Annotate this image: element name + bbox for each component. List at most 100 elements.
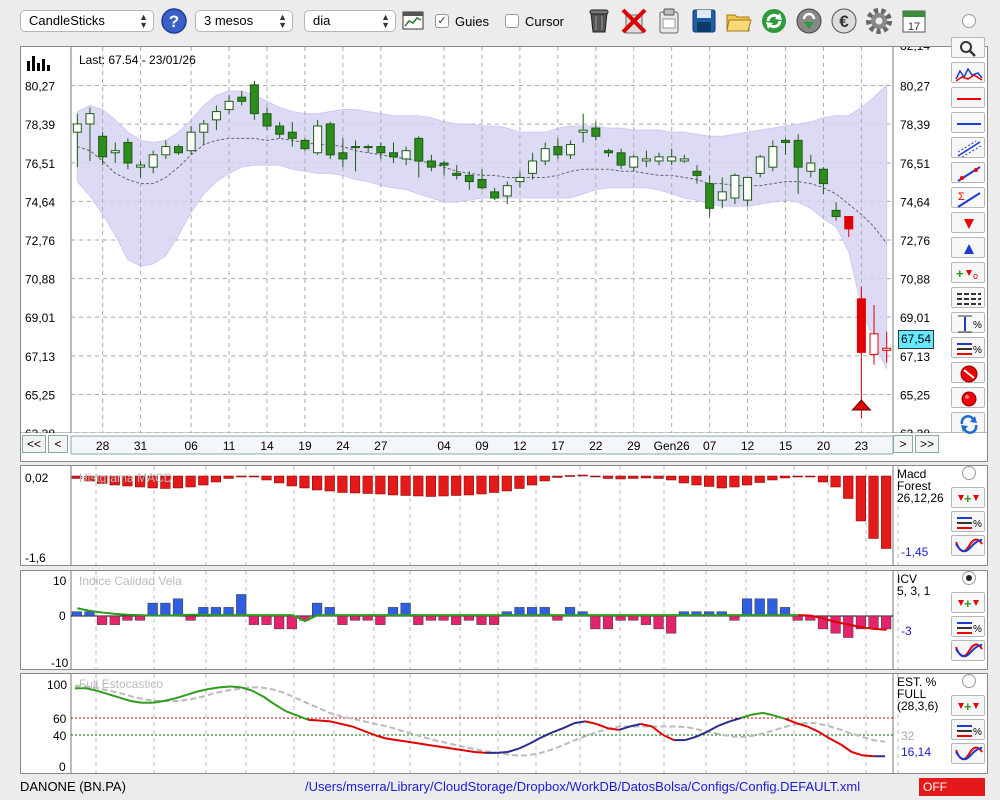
stoch-buy-sell-signals-button[interactable]: + — [951, 695, 985, 716]
macd-bar — [84, 475, 95, 482]
candle-body — [338, 152, 348, 160]
icv-bar — [602, 615, 614, 630]
nav-first-button[interactable]: << — [22, 435, 46, 453]
macd-bar — [97, 475, 108, 484]
bar-chart-icon[interactable] — [27, 53, 55, 73]
save-icon[interactable] — [690, 7, 718, 35]
x-tick-label: Gen26 — [654, 439, 690, 453]
stoch-k-segment — [241, 686, 253, 692]
sync-button[interactable] — [951, 412, 985, 434]
y-tick-label-right: 72,76 — [900, 234, 930, 248]
stoch-k-segment — [474, 751, 486, 754]
stoch-k-segment — [574, 720, 586, 725]
stoch-k-segment — [751, 711, 764, 716]
indicators-button[interactable] — [951, 62, 985, 83]
grid-button[interactable] — [951, 287, 985, 308]
chart-type-select[interactable]: CandleSticks ▲ ▼ — [20, 10, 154, 32]
macd-bar — [147, 475, 158, 489]
macd-buy-sell-signals-button[interactable]: + — [951, 487, 985, 508]
record-button[interactable] — [951, 387, 985, 408]
stop-button[interactable] — [951, 362, 985, 383]
y-tick-label-left: 76,51 — [25, 157, 55, 171]
macd-bar — [248, 475, 259, 478]
y-tick-label-top: 82,14 — [900, 47, 930, 53]
stoch-k-segment — [352, 725, 364, 732]
nav-last-button[interactable]: >> — [915, 435, 939, 453]
candle-body — [667, 156, 677, 162]
stoch-k-segment — [152, 700, 164, 704]
trash-icon[interactable] — [585, 7, 613, 35]
percent-lines-button[interactable]: % — [951, 337, 985, 358]
nav-prev-label: < — [54, 437, 62, 451]
stoch-k-segment — [363, 729, 375, 736]
macd-bar — [400, 475, 411, 496]
channel-button[interactable] — [951, 137, 985, 158]
panel-radio-icv[interactable] — [962, 571, 976, 585]
macd-bar — [602, 475, 614, 479]
icv-bar — [628, 615, 639, 621]
stoch-k-segment — [518, 742, 531, 750]
candle-body — [199, 123, 209, 133]
panel-radio-stoch[interactable] — [962, 674, 976, 688]
macd-percent-lines-button[interactable]: % — [951, 511, 985, 532]
macd-bar — [843, 475, 854, 499]
macd-bar — [653, 475, 664, 479]
calendar-icon[interactable]: 17 — [900, 7, 928, 35]
candle-body — [781, 139, 791, 143]
period-select[interactable]: 3 mesos ▲ ▼ — [195, 10, 293, 32]
icv-legend-line: ICV — [897, 572, 917, 586]
folder-icon[interactable] — [725, 7, 753, 35]
delete-icon[interactable] — [620, 7, 648, 35]
nav-next-button[interactable]: > — [893, 435, 913, 453]
svg-text:%: % — [973, 519, 982, 530]
svg-text:%: % — [973, 727, 982, 738]
icv-bar — [767, 598, 778, 617]
icv-bar — [640, 615, 651, 625]
icv-percent-lines-button[interactable]: % — [951, 616, 985, 637]
icv-oscillator-button[interactable] — [951, 640, 985, 661]
nav-prev-button[interactable]: < — [48, 435, 68, 453]
download-icon[interactable] — [795, 7, 823, 35]
sell-arrow-button[interactable] — [951, 212, 985, 233]
icv-bar — [754, 598, 765, 617]
x-tick-label: 15 — [779, 439, 793, 453]
stoch-k-segment — [529, 736, 542, 745]
off-badge[interactable]: OFF — [919, 778, 985, 796]
refresh-icon[interactable] — [760, 7, 788, 35]
horizontal-line-button[interactable] — [951, 87, 985, 108]
candle-body — [363, 146, 373, 149]
config-path-link[interactable]: /Users/mserra/Library/CloudStorage/Dropb… — [305, 779, 861, 794]
icv-panel: Indice Calidad Vela 10 0 -10 ICV 5, 3, 1 -3 — [20, 570, 988, 670]
stoch-k-segment — [762, 711, 775, 717]
icv-buy-sell-signals-button[interactable]: + — [951, 592, 985, 613]
candle-body — [528, 160, 538, 174]
stoch-k-segment — [196, 688, 209, 693]
macd-oscillator-button[interactable] — [951, 535, 985, 556]
y-tick-label: 40 — [53, 729, 67, 743]
guies-checkbox[interactable]: ✓ — [435, 14, 449, 28]
macd-legend-line: 26,12,26 — [897, 491, 944, 505]
panel-radio-price[interactable] — [962, 14, 976, 28]
trend-line-button[interactable] — [951, 162, 985, 183]
help-icon[interactable]: ? — [160, 7, 188, 35]
stoch-k-segment — [207, 686, 220, 691]
clipboard-icon[interactable] — [655, 7, 683, 35]
price-panel: 80,27 80,27 78,39 78,39 76,51 76,51 74,64 74,64… — [20, 46, 988, 462]
buy-arrow-button[interactable] — [951, 237, 985, 258]
panel-radio-macd[interactable] — [962, 466, 976, 480]
zoom-button[interactable] — [951, 37, 985, 58]
horizontal-line-blue-button[interactable] — [951, 112, 985, 133]
buy-sell-signals-button[interactable]: + o — [951, 262, 985, 283]
scale-percent-button[interactable]: % — [951, 312, 985, 333]
sum-line-button[interactable]: Σ — [951, 187, 985, 208]
cursor-checkbox[interactable] — [505, 14, 519, 28]
euro-icon[interactable]: € — [830, 7, 858, 35]
stoch-oscillator-button[interactable] — [951, 743, 985, 764]
x-tick-label: 04 — [437, 439, 451, 453]
interval-select[interactable]: dia ▲ ▼ — [304, 10, 396, 32]
stoch-percent-lines-button[interactable]: % — [951, 719, 985, 740]
candle-body — [603, 150, 613, 154]
gear-icon[interactable] — [865, 7, 893, 35]
chart-window-icon[interactable] — [402, 10, 430, 38]
macd-bar — [172, 475, 184, 489]
